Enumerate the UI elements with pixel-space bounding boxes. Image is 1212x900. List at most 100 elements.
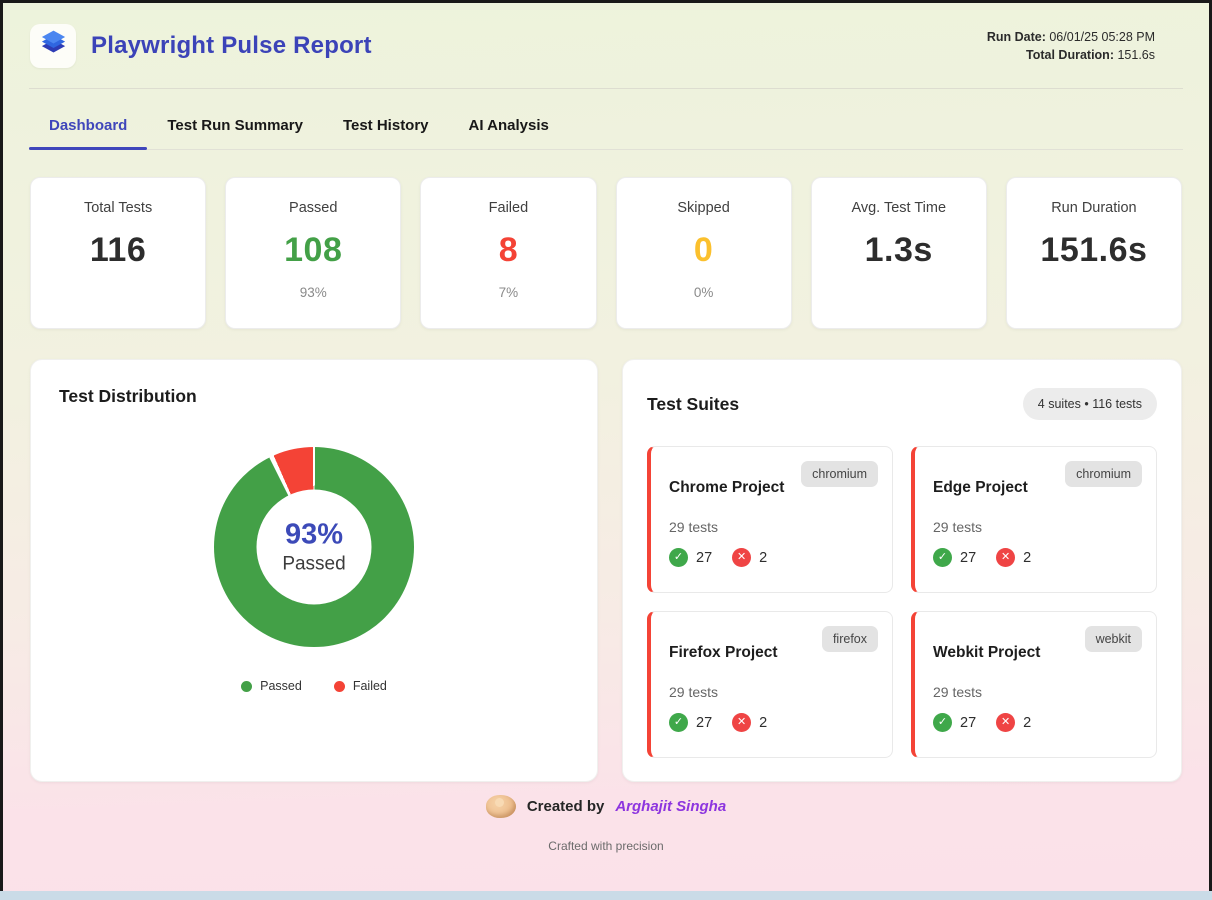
stat-card-skipped: Skipped 0 0% <box>615 177 792 329</box>
legend-dot-passed-icon <box>241 680 253 692</box>
legend-item-failed[interactable]: Failed <box>333 679 387 693</box>
stat-value: 0 <box>693 231 714 269</box>
check-icon: ✓ <box>669 713 688 732</box>
cross-icon: ✕ <box>996 548 1016 567</box>
suite-name: Chrome Project <box>669 479 785 496</box>
stat-card-passed: Passed 108 93% <box>225 177 402 329</box>
cross-icon: ✕ <box>732 548 752 567</box>
suite-card-firefox[interactable]: firefox Firefox Project 29 tests ✓ 27 ✕ … <box>647 611 893 758</box>
test-suites-header: Test Suites 4 suites • 116 tests <box>645 384 1159 420</box>
stat-card-failed: Failed 8 7% <box>420 177 597 329</box>
suite-test-count: 29 tests <box>669 519 719 535</box>
tab-bar: Dashboard Test Run Summary Test History … <box>29 89 1183 150</box>
chart-legend: Passed Failed <box>241 679 387 693</box>
suites-grid: chromium Chrome Project 29 tests ✓ 27 ✕ … <box>645 446 1159 758</box>
cross-icon: ✕ <box>996 713 1016 732</box>
failed-count: 2 <box>1023 549 1032 566</box>
stat-label: Passed <box>289 200 338 216</box>
stat-sub: 0% <box>693 285 714 300</box>
browser-badge: firefox <box>821 626 878 652</box>
stat-sub <box>812 285 986 301</box>
suite-card-chrome[interactable]: chromium Chrome Project 29 tests ✓ 27 ✕ … <box>647 446 893 593</box>
test-distribution-panel: Test Distribution 93% Passed Passed F <box>30 359 598 782</box>
stat-sub <box>31 285 205 301</box>
donut-center: 93% Passed <box>256 489 372 605</box>
run-date-value: 06/01/25 05:28 PM <box>1049 29 1155 44</box>
suite-results: ✓ 27 ✕ 2 <box>933 713 1142 732</box>
passed-count: 27 <box>960 714 977 731</box>
suite-test-count: 29 tests <box>669 684 719 700</box>
brand: Playwright Pulse Report <box>30 24 372 68</box>
run-date-label: Run Date: <box>986 29 1046 44</box>
donut-chart-area: 93% Passed Passed Failed <box>59 447 569 693</box>
suite-test-count: 29 tests <box>933 519 983 535</box>
check-icon: ✓ <box>669 548 688 567</box>
suite-results: ✓ 27 ✕ 2 <box>933 548 1142 567</box>
footer-tagline: Crafted with precision <box>548 839 664 853</box>
tab-test-run-summary[interactable]: Test Run Summary <box>167 117 303 134</box>
suite-results: ✓ 27 ✕ 2 <box>669 713 878 732</box>
stat-label: Skipped <box>677 200 730 216</box>
app-logo <box>30 24 76 68</box>
stat-value: 1.3s <box>864 231 933 269</box>
failed-count: 2 <box>759 714 768 731</box>
suite-name: Edge Project <box>933 479 1028 496</box>
donut-chart[interactable]: 93% Passed <box>214 447 414 647</box>
stat-value: 151.6s <box>1040 231 1148 269</box>
browser-badge: chromium <box>801 461 878 487</box>
header-divider <box>29 88 1183 89</box>
author-link[interactable]: Arghajit Singha <box>615 798 727 815</box>
browser-badge: webkit <box>1084 626 1142 652</box>
stat-sub: 7% <box>498 285 519 300</box>
suite-name: Webkit Project <box>933 644 1041 661</box>
suite-name: Firefox Project <box>669 644 778 661</box>
stat-label: Failed <box>488 200 529 216</box>
fist-pointing-at-viewer-emoji <box>485 795 516 818</box>
failed-count: 2 <box>759 549 768 566</box>
run-info: Run Date: 06/01/25 05:28 PM Total Durati… <box>987 28 1155 64</box>
stat-sub: 93% <box>299 285 327 300</box>
legend-item-passed[interactable]: Passed <box>241 679 302 693</box>
footer-credit-line: Created by Arghajit Singha <box>3 795 1209 818</box>
suite-card-edge[interactable]: chromium Edge Project 29 tests ✓ 27 ✕ 2 <box>911 446 1157 593</box>
donut-center-value: 93% <box>284 518 344 551</box>
legend-label-failed: Failed <box>352 679 387 693</box>
tab-ai-analysis[interactable]: AI Analysis <box>468 117 549 134</box>
test-distribution-title: Test Distribution <box>59 386 197 406</box>
suite-results: ✓ 27 ✕ 2 <box>669 548 878 567</box>
passed-count: 27 <box>960 549 977 566</box>
check-icon: ✓ <box>933 713 952 732</box>
page-title: Playwright Pulse Report <box>91 32 372 59</box>
stat-label: Avg. Test Time <box>851 200 947 216</box>
legend-label-passed: Passed <box>260 679 302 693</box>
cross-icon: ✕ <box>732 713 752 732</box>
stat-card-avg-test-time: Avg. Test Time 1.3s <box>810 177 987 329</box>
report-page: Playwright Pulse Report Run Date: 06/01/… <box>3 3 1209 891</box>
stat-value: 8 <box>498 231 519 269</box>
created-by-label: Created by <box>526 798 605 815</box>
stats-row: Total Tests 116 Passed 108 93% Failed 8 … <box>30 177 1182 329</box>
legend-dot-failed-icon <box>333 680 345 692</box>
stat-card-total-tests: Total Tests 116 <box>30 177 207 329</box>
suite-test-count: 29 tests <box>933 684 983 700</box>
passed-count: 27 <box>696 714 713 731</box>
main-panels: Test Distribution 93% Passed Passed F <box>30 359 1182 782</box>
passed-count: 27 <box>696 549 713 566</box>
total-duration-line: Total Duration: 151.6s <box>987 46 1155 64</box>
tab-test-history[interactable]: Test History <box>342 117 429 134</box>
suites-summary-badge: 4 suites • 116 tests <box>1022 388 1157 420</box>
browser-badge: chromium <box>1065 461 1142 487</box>
stat-card-run-duration: Run Duration 151.6s <box>1005 177 1182 329</box>
tab-dashboard[interactable]: Dashboard <box>29 104 148 150</box>
header: Playwright Pulse Report Run Date: 06/01/… <box>3 3 1182 88</box>
test-suites-panel: Test Suites 4 suites • 116 tests chromiu… <box>622 359 1182 782</box>
failed-count: 2 <box>1023 714 1032 731</box>
os-taskbar-strip <box>0 891 1212 900</box>
footer: Created by Arghajit Singha Crafted with … <box>3 795 1209 853</box>
donut-center-label: Passed <box>282 553 346 575</box>
stat-value: 108 <box>284 231 343 269</box>
run-date-line: Run Date: 06/01/25 05:28 PM <box>987 28 1155 46</box>
suite-card-webkit[interactable]: webkit Webkit Project 29 tests ✓ 27 ✕ 2 <box>911 611 1157 758</box>
test-suites-title: Test Suites <box>647 393 740 414</box>
check-icon: ✓ <box>933 548 952 567</box>
